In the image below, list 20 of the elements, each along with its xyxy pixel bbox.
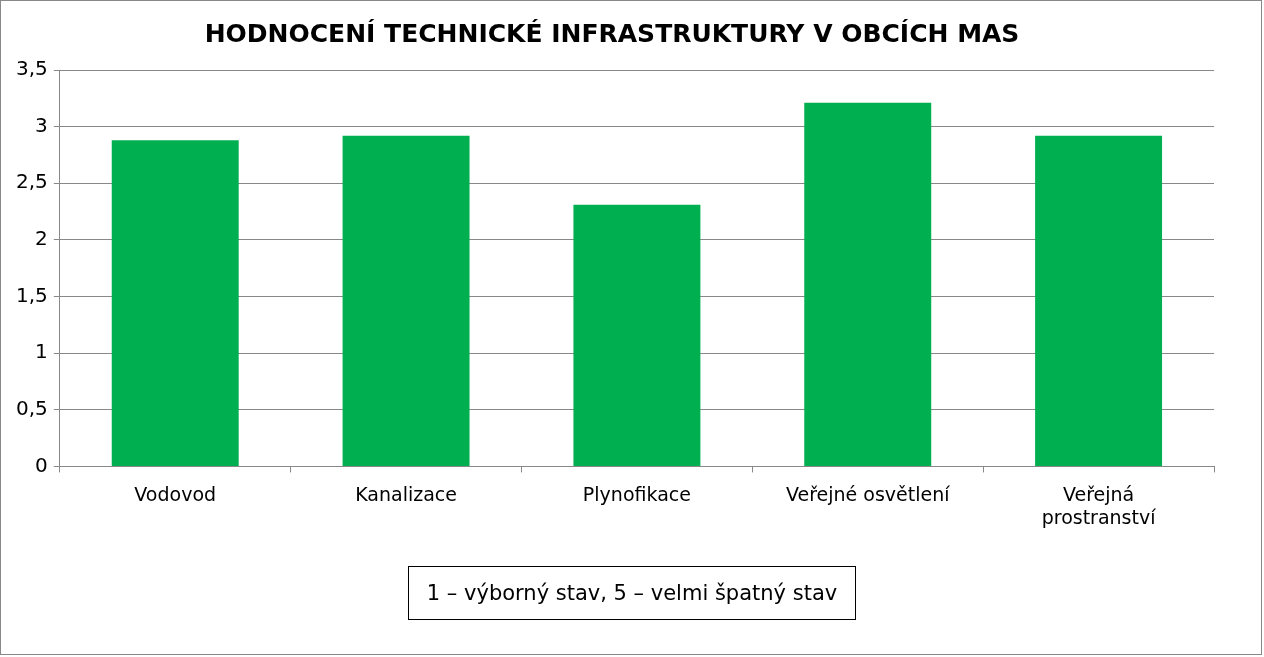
bar — [342, 135, 470, 466]
y-tick-label: 3,5 — [15, 56, 48, 81]
y-tick-label: 1,5 — [15, 282, 48, 307]
text: 1 – výborný stav, 5 – velmi špatný stav — [407, 566, 857, 620]
y-tick-label: 1 — [35, 339, 48, 364]
x-tick-label: Vodovod — [134, 482, 217, 505]
y-tick-label: 2 — [35, 226, 48, 251]
x-tick-label: Veřejná prostranství — [1041, 482, 1157, 528]
y-tick-label: 0 — [35, 452, 48, 477]
bar — [804, 102, 932, 466]
y-tick-label: 2,5 — [15, 169, 48, 194]
bar — [111, 140, 239, 466]
bar — [1035, 135, 1163, 466]
x-tick-label: Kanalizace — [355, 482, 457, 505]
x-tick-label: Plynofikace — [582, 482, 691, 505]
y-tick-label: 3 — [35, 112, 48, 137]
y-tick-label: 0,5 — [15, 395, 48, 420]
x-tick-label: Veřejné osvětlení — [785, 482, 951, 505]
bar — [573, 204, 701, 466]
chart-title: HODNOCENÍ TECHNICKÉ INFRASTRUKTURY V OBCÍCH MAS — [204, 18, 1020, 48]
